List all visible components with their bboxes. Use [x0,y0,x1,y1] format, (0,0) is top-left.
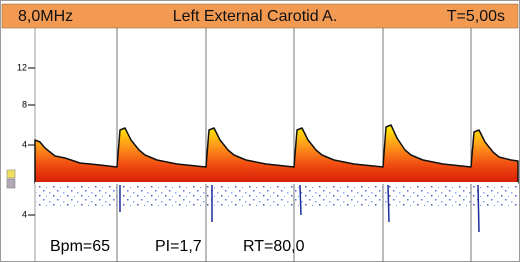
pulsatility-index: PI=1,7 [155,238,202,255]
doppler-screen: 8,0MHz Left External Carotid A. T=5,00s … [0,0,520,262]
scale-label: 8 [22,99,27,109]
vessel-name: Left External Carotid A. [173,8,338,25]
doppler-display: 8,0MHz Left External Carotid A. T=5,00s … [0,0,520,262]
baseline-marker [7,170,15,188]
bpm: Bpm=65 [50,238,110,255]
reverse-flow-noise [36,186,518,208]
scale-label: 4 [22,209,27,219]
frequency: 8,0MHz [18,8,73,25]
scale-label: 4 [22,139,27,149]
scale-label: 12 [17,62,27,72]
sweep-time: T=5,00s [447,8,505,25]
resistance: RT=80,0 [243,238,305,255]
frame [1,1,520,262]
